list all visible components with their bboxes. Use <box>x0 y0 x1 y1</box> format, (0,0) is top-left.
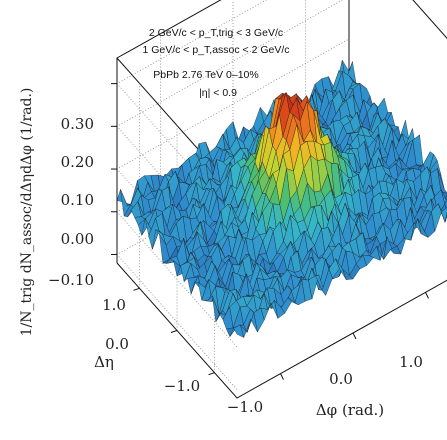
surface-cell <box>188 276 198 295</box>
x-tick <box>281 374 284 380</box>
annotation-system: PbPb 2.76 TeV 0–10% <box>153 69 258 81</box>
z-tick-label: 0.10 <box>61 191 94 209</box>
z-tick-label: 0.00 <box>61 230 94 248</box>
z-tick-labels: 0.30 0.20 0.10 0.00 −0.10 <box>48 115 94 289</box>
surface-mesh <box>117 60 447 337</box>
annotation-trig-pt: 2 GeV/c < p_T,trig < 3 GeV/c <box>149 27 283 39</box>
y-tick <box>134 288 140 290</box>
z-tick-label: −0.10 <box>48 271 94 289</box>
y-axis-label: Δη <box>94 353 114 371</box>
z-tick-label: 0.30 <box>61 115 94 133</box>
x-axis-label: Δφ (rad.) <box>316 401 384 419</box>
x-tick <box>353 333 356 339</box>
x-tick <box>426 292 429 298</box>
x-tick-label: −1.0 <box>227 398 263 416</box>
y-tick-label: 0.0 <box>105 335 129 353</box>
x-tick-label: 1.0 <box>399 353 423 371</box>
x-tick-label: 0.0 <box>329 370 353 388</box>
y-tick-label: 1.0 <box>102 296 126 314</box>
y-tick <box>171 331 177 333</box>
z-tick-label: 0.20 <box>61 153 94 171</box>
cut-annotations: 2 GeV/c < p_T,trig < 3 GeV/c 1 GeV/c < p… <box>142 27 289 99</box>
annotation-assoc-pt: 1 GeV/c < p_T,assoc < 2 GeV/c <box>142 44 289 56</box>
y-tick <box>209 373 215 375</box>
annotation-eta-cut: |η| < 0.9 <box>199 87 237 99</box>
y-tick-labels: 1.0 0.0 −1.0 <box>102 296 200 395</box>
z-axis-label: 1/N_trig dN_assoc/dΔηdΔφ (1/rad.) <box>19 88 35 337</box>
y-tick-label: −1.0 <box>164 377 200 395</box>
